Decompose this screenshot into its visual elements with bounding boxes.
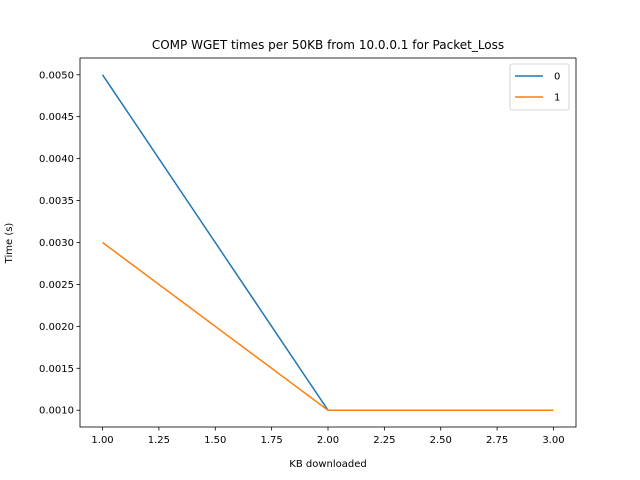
- y-tick-label: 0.0015: [39, 364, 74, 375]
- y-axis-ticks: 0.0010 0.0015 0.0020 0.0025 0.0030 0.0035 0.00…: [39, 70, 80, 417]
- legend: 01: [509, 63, 570, 111]
- y-tick-label: 0.0035: [39, 196, 74, 207]
- x-tick-label: 2.25: [373, 435, 395, 446]
- legend-label-0: 0: [554, 72, 560, 83]
- x-tick-label: 3.00: [542, 435, 564, 446]
- x-tick-label: 2.75: [486, 435, 508, 446]
- x-tick-label: 1.75: [261, 435, 283, 446]
- x-tick-label: 2.50: [430, 435, 452, 446]
- x-axis-ticks: 1.00 1.25 1.50 1.75 2.00 2.25 2.50 2.75 3.00: [91, 427, 565, 446]
- y-tick-label: 0.0045: [39, 112, 74, 123]
- series-line-1: [102, 241, 554, 411]
- x-axis-label: KB downloaded: [289, 459, 366, 470]
- plot-frame: [79, 57, 577, 428]
- x-tick-label: 2.00: [317, 435, 339, 446]
- x-tick-label: 1.25: [148, 435, 170, 446]
- y-axis-label: Time (s): [4, 223, 15, 265]
- y-tick-label: 0.0030: [39, 238, 74, 249]
- y-tick-label: 0.0020: [39, 322, 74, 333]
- y-tick-label: 0.0010: [39, 406, 74, 417]
- x-tick-label: 1.00: [91, 435, 113, 446]
- series-layer: [101, 74, 554, 411]
- y-tick-label: 0.0050: [39, 70, 74, 81]
- chart-title: COMP WGET times per 50KB from 10.0.0.1 f…: [152, 38, 504, 52]
- x-tick-label: 1.50: [204, 435, 226, 446]
- y-tick-label: 0.0040: [39, 154, 74, 165]
- legend-label-1: 1: [554, 93, 560, 104]
- y-tick-label: 0.0025: [39, 280, 74, 291]
